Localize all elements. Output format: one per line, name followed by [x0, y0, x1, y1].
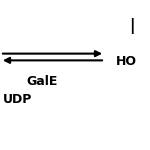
- Text: HO: HO: [116, 55, 136, 68]
- Text: |: |: [129, 18, 135, 33]
- Text: UDP: UDP: [3, 93, 32, 106]
- Text: GalE: GalE: [26, 75, 58, 88]
